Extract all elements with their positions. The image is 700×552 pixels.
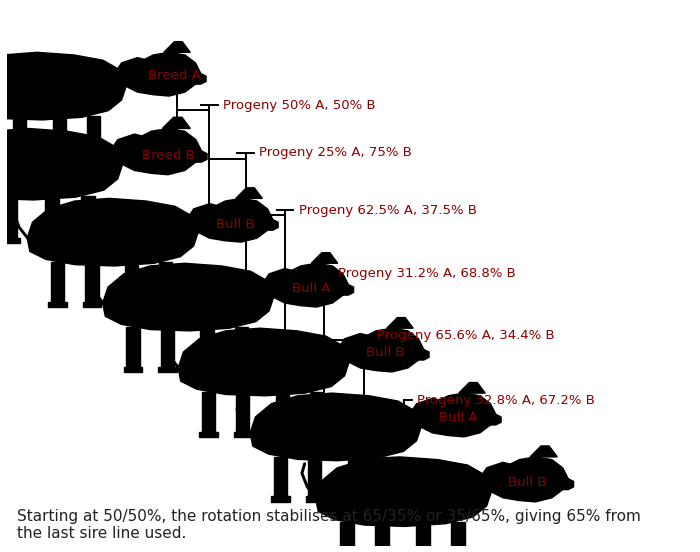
Polygon shape [250, 393, 422, 461]
Polygon shape [88, 116, 100, 156]
Text: Bull A: Bull A [292, 283, 330, 295]
Polygon shape [272, 496, 290, 502]
Text: Breed B: Breed B [142, 149, 195, 162]
Polygon shape [53, 119, 66, 156]
Polygon shape [312, 253, 337, 263]
Polygon shape [103, 263, 274, 331]
Polygon shape [416, 525, 430, 552]
Polygon shape [488, 415, 501, 425]
Polygon shape [340, 284, 354, 295]
Polygon shape [85, 156, 103, 161]
Polygon shape [276, 395, 289, 432]
Polygon shape [116, 57, 148, 82]
Polygon shape [81, 196, 95, 238]
Polygon shape [51, 262, 64, 302]
Polygon shape [416, 393, 496, 437]
Polygon shape [273, 432, 292, 437]
Polygon shape [194, 198, 273, 242]
Text: Progeny 31.2% A, 68.8% B: Progeny 31.2% A, 68.8% B [337, 267, 515, 280]
Polygon shape [197, 367, 216, 372]
Polygon shape [0, 52, 127, 120]
Polygon shape [1, 238, 20, 243]
Polygon shape [122, 302, 141, 307]
Polygon shape [379, 496, 398, 502]
Polygon shape [481, 463, 514, 487]
Text: Starting at 50/50%, the rotation stabilises at 65/35% or 35/65%, giving 65% from: Starting at 50/50%, the rotation stabili… [18, 509, 641, 541]
Polygon shape [10, 156, 29, 161]
Polygon shape [193, 73, 206, 84]
Polygon shape [164, 42, 190, 52]
Polygon shape [345, 496, 364, 502]
Polygon shape [310, 392, 323, 432]
Polygon shape [560, 479, 573, 490]
Polygon shape [162, 117, 190, 129]
Polygon shape [344, 328, 424, 372]
Polygon shape [308, 459, 321, 496]
Polygon shape [199, 432, 218, 437]
Polygon shape [458, 383, 485, 393]
Polygon shape [118, 129, 202, 175]
Polygon shape [122, 52, 201, 96]
Polygon shape [340, 522, 354, 552]
Polygon shape [48, 302, 66, 307]
Polygon shape [193, 151, 207, 162]
Text: Bull B: Bull B [508, 476, 546, 489]
Polygon shape [387, 317, 413, 328]
Polygon shape [200, 330, 214, 367]
Polygon shape [127, 327, 139, 367]
Polygon shape [236, 188, 262, 198]
Polygon shape [382, 457, 396, 496]
Polygon shape [236, 395, 249, 432]
Text: Progeny 32.8% A, 67.2% B: Progeny 32.8% A, 67.2% B [417, 394, 595, 407]
Polygon shape [4, 199, 18, 238]
Text: Bull A: Bull A [439, 411, 477, 424]
Polygon shape [486, 457, 568, 502]
Polygon shape [13, 119, 27, 156]
Polygon shape [375, 525, 389, 552]
Polygon shape [125, 264, 138, 302]
Polygon shape [0, 129, 123, 200]
Polygon shape [160, 262, 172, 302]
Text: Progeny 25% A, 75% B: Progeny 25% A, 75% B [260, 146, 412, 159]
Polygon shape [234, 432, 252, 437]
Polygon shape [269, 263, 349, 307]
Polygon shape [264, 269, 295, 293]
Polygon shape [265, 220, 278, 230]
Polygon shape [232, 367, 251, 372]
Polygon shape [348, 459, 361, 496]
Polygon shape [274, 457, 287, 496]
Text: Bull B: Bull B [366, 346, 405, 359]
Polygon shape [452, 522, 465, 552]
Polygon shape [416, 349, 429, 360]
Polygon shape [307, 432, 326, 437]
Polygon shape [412, 399, 443, 422]
Polygon shape [83, 302, 102, 307]
Polygon shape [530, 446, 557, 457]
Polygon shape [124, 367, 142, 372]
Polygon shape [85, 264, 99, 302]
Polygon shape [78, 238, 98, 243]
Polygon shape [158, 367, 176, 372]
Text: Bull B: Bull B [216, 217, 255, 231]
Polygon shape [50, 156, 69, 161]
Text: Progeny 65.6% A, 34.4% B: Progeny 65.6% A, 34.4% B [377, 329, 555, 342]
Polygon shape [178, 328, 350, 396]
Polygon shape [27, 198, 199, 266]
Polygon shape [188, 204, 220, 227]
Polygon shape [112, 134, 146, 160]
Polygon shape [234, 327, 248, 367]
Polygon shape [306, 496, 324, 502]
Text: Progeny 50% A, 50% B: Progeny 50% A, 50% B [223, 99, 376, 112]
Polygon shape [161, 330, 174, 367]
Polygon shape [157, 302, 175, 307]
Polygon shape [45, 199, 59, 238]
Polygon shape [42, 238, 62, 243]
Text: Progeny 62.5% A, 37.5% B: Progeny 62.5% A, 37.5% B [298, 204, 477, 216]
Polygon shape [316, 457, 492, 527]
Text: Breed A: Breed A [148, 70, 200, 82]
Polygon shape [202, 392, 215, 432]
Polygon shape [340, 333, 371, 357]
